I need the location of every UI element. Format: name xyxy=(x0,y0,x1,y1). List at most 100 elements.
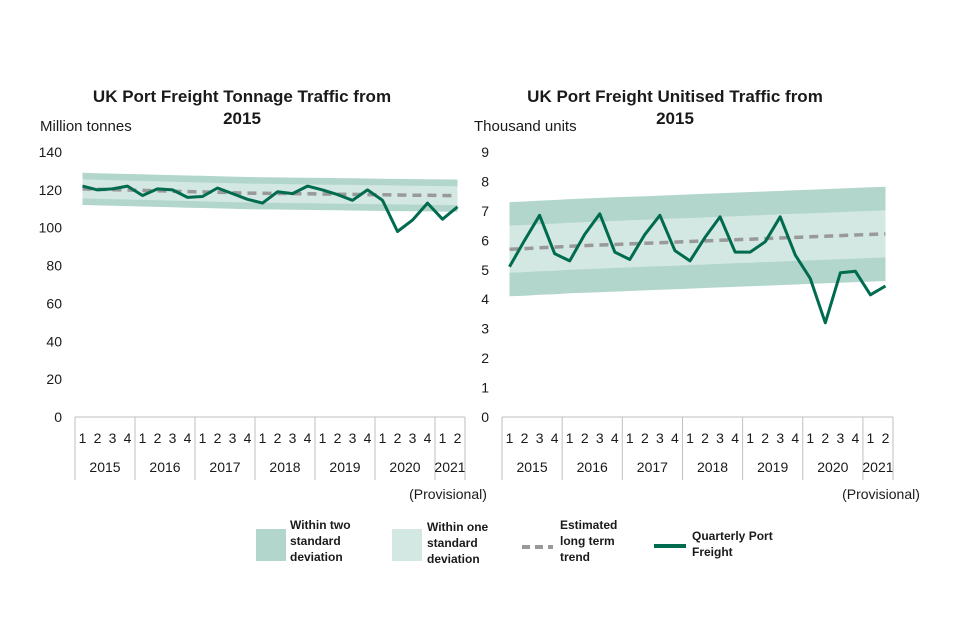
unitised-quarter-tick-label: 4 xyxy=(791,430,799,446)
tonnage-quarter-tick-label: 3 xyxy=(409,430,417,446)
unitised-quarter-tick-label: 2 xyxy=(882,430,890,446)
tonnage-quarter-tick-label: 4 xyxy=(184,430,192,446)
unitised-y-axis: 0 1 2 3 4 5 6 7 8 9 xyxy=(481,144,489,425)
tonnage-year-label: 2015 xyxy=(89,459,120,475)
unitised-quarter-tick-label: 1 xyxy=(506,430,514,446)
unitised-lines xyxy=(508,212,887,325)
tonnage-lines xyxy=(82,184,459,233)
unitised-y-tick-label: 1 xyxy=(481,380,489,396)
tonnage-quarter-tick-label: 2 xyxy=(214,430,222,446)
unitised-quarter-tick-label: 3 xyxy=(596,430,604,446)
tonnage-quarter-tick-label: 3 xyxy=(229,430,237,446)
tonnage-y-tick-label: 120 xyxy=(39,182,63,198)
tonnage-quarter-tick-label: 2 xyxy=(154,430,162,446)
tonnage-quarter-tick-label: 2 xyxy=(94,430,102,446)
tonnage-quarter-tick-label: 1 xyxy=(79,430,87,446)
unitised-quarter-tick-label: 2 xyxy=(521,430,529,446)
tonnage-quarter-tick-label: 4 xyxy=(424,430,432,446)
tonnage-year-label: 2021 xyxy=(434,459,465,475)
tonnage-year-label: 2018 xyxy=(269,459,300,475)
unitised-chart: UK Port Freight Unitised Traffic from 20… xyxy=(474,87,920,502)
tonnage-year-label: 2017 xyxy=(209,459,240,475)
legend-trend-line3: trend xyxy=(560,550,590,564)
unitised-chart-title-line2: 2015 xyxy=(656,109,694,128)
tonnage-quarter-tick-label: 2 xyxy=(394,430,402,446)
legend-quarterly-label: Quarterly Port Freight xyxy=(692,529,776,559)
tonnage-quarter-tick-label: 4 xyxy=(244,430,252,446)
tonnage-quarter-tick-label: 1 xyxy=(439,430,447,446)
tonnage-chart-title-line2: 2015 xyxy=(223,109,261,128)
unitised-quarter-tick-label: 3 xyxy=(836,430,844,446)
unitised-y-tick-label: 2 xyxy=(481,350,489,366)
legend: Within two standard deviation Within one… xyxy=(256,518,776,566)
tonnage-quarter-tick-label: 1 xyxy=(259,430,267,446)
tonnage-quarter-tick-label: 4 xyxy=(364,430,372,446)
unitised-quarter-tick-label: 2 xyxy=(761,430,769,446)
tonnage-quarter-tick-label: 4 xyxy=(304,430,312,446)
unitised-quarter-tick-label: 4 xyxy=(671,430,679,446)
tonnage-chart-title-line1: UK Port Freight Tonnage Traffic from xyxy=(93,87,391,106)
tonnage-y-axis: 0 20 40 60 80 100 120 140 xyxy=(39,144,63,425)
legend-one-sd-swatch xyxy=(392,529,422,561)
unitised-quarter-tick-label: 3 xyxy=(656,430,664,446)
unitised-y-tick-label: 9 xyxy=(481,144,489,160)
tonnage-quarter-tick-label: 2 xyxy=(274,430,282,446)
legend-one-sd-line2: standard xyxy=(427,536,478,550)
tonnage-quarter-tick-label: 2 xyxy=(454,430,462,446)
tonnage-quarter-tick-label: 1 xyxy=(199,430,207,446)
unitised-provisional-note: (Provisional) xyxy=(842,486,920,502)
legend-two-sd-line3: deviation xyxy=(290,550,343,564)
unitised-quarter-tick-label: 3 xyxy=(716,430,724,446)
unitised-chart-ylabel: Thousand units xyxy=(474,118,577,135)
unitised-quarter-tick-label: 1 xyxy=(626,430,634,446)
unitised-year-label: 2015 xyxy=(516,459,547,475)
tonnage-y-tick-label: 80 xyxy=(46,258,62,274)
tonnage-provisional-note: (Provisional) xyxy=(409,486,487,502)
unitised-y-tick-label: 3 xyxy=(481,321,489,337)
unitised-y-tick-label: 5 xyxy=(481,262,489,278)
tonnage-y-tick-label: 100 xyxy=(39,220,63,236)
unitised-trend-line xyxy=(509,232,886,251)
unitised-y-tick-label: 0 xyxy=(481,409,489,425)
tonnage-y-tick-label: 140 xyxy=(39,144,63,160)
unitised-year-label: 2016 xyxy=(577,459,608,475)
unitised-quarterly-line xyxy=(508,212,887,325)
unitised-y-tick-label: 7 xyxy=(481,203,489,219)
tonnage-year-label: 2016 xyxy=(149,459,180,475)
unitised-quarter-tick-label: 1 xyxy=(746,430,754,446)
tonnage-quarter-tick-label: 3 xyxy=(169,430,177,446)
tonnage-quarter-tick-label: 1 xyxy=(139,430,147,446)
legend-one-sd-line3: deviation xyxy=(427,552,480,566)
legend-two-sd-swatch xyxy=(256,529,286,561)
tonnage-year-label: 2020 xyxy=(389,459,420,475)
unitised-quarter-tick-label: 1 xyxy=(806,430,814,446)
tonnage-quarter-tick-label: 3 xyxy=(349,430,357,446)
tonnage-quarter-tick-label: 4 xyxy=(124,430,132,446)
unitised-quarter-tick-label: 4 xyxy=(551,430,559,446)
tonnage-y-tick-label: 60 xyxy=(46,295,62,311)
legend-trend-line2: long term xyxy=(560,534,615,548)
legend-two-sd-label: Within two standard deviation xyxy=(290,518,354,564)
unitised-quarter-tick-label: 3 xyxy=(536,430,544,446)
unitised-year-label: 2017 xyxy=(637,459,668,475)
unitised-quarter-tick-label: 4 xyxy=(611,430,619,446)
unitised-quarter-tick-label: 4 xyxy=(731,430,739,446)
tonnage-quarterly-line xyxy=(82,184,459,233)
legend-one-sd-line1: Within one xyxy=(427,520,489,534)
unitised-y-tick-label: 6 xyxy=(481,232,489,248)
unitised-quarter-tick-label: 1 xyxy=(566,430,574,446)
legend-trend-label: Estimated long term trend xyxy=(560,518,621,564)
legend-one-sd-label: Within one standard deviation xyxy=(427,520,492,566)
unitised-quarter-tick-label: 2 xyxy=(701,430,709,446)
unitised-year-label: 2020 xyxy=(817,459,848,475)
unitised-chart-title-line1: UK Port Freight Unitised Traffic from xyxy=(527,87,823,106)
unitised-quarter-tick-label: 4 xyxy=(852,430,860,446)
tonnage-quarter-tick-label: 3 xyxy=(289,430,297,446)
legend-two-sd-line2: standard xyxy=(290,534,341,548)
unitised-year-label: 2019 xyxy=(757,459,788,475)
legend-quarterly-line1: Quarterly Port xyxy=(692,529,773,543)
unitised-quarter-tick-label: 2 xyxy=(821,430,829,446)
tonnage-y-tick-label: 40 xyxy=(46,333,62,349)
